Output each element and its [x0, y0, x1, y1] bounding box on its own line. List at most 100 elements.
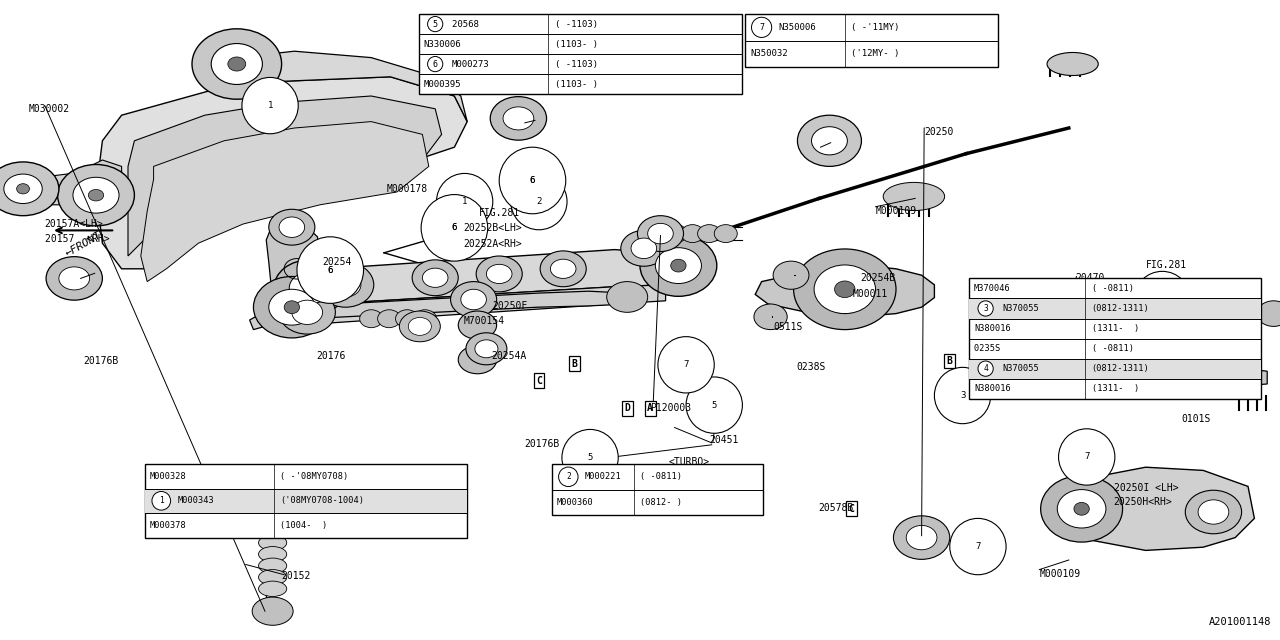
Ellipse shape [640, 235, 717, 296]
Text: 20578B: 20578B [818, 502, 854, 513]
Ellipse shape [252, 597, 293, 625]
Ellipse shape [259, 570, 287, 585]
Text: M000178: M000178 [387, 184, 428, 195]
Text: 20252B<LH>: 20252B<LH> [463, 223, 522, 234]
Text: 20470: 20470 [1075, 273, 1105, 284]
Text: N330006: N330006 [424, 40, 461, 49]
Ellipse shape [1165, 364, 1190, 385]
Text: 1: 1 [268, 101, 273, 110]
Text: 20252A<RH>: 20252A<RH> [463, 239, 522, 249]
Bar [969, 358, 1261, 379]
Ellipse shape [822, 263, 878, 307]
Circle shape [751, 17, 772, 38]
Text: 20254A: 20254A [492, 351, 527, 361]
Polygon shape [237, 51, 467, 122]
Text: 20176: 20176 [316, 351, 346, 361]
Text: N380016: N380016 [974, 324, 1011, 333]
Ellipse shape [279, 291, 335, 334]
Ellipse shape [259, 535, 287, 550]
Text: ( -1103): ( -1103) [554, 60, 598, 68]
Text: 0511S: 0511S [773, 322, 803, 332]
Text: (1103- ): (1103- ) [554, 79, 598, 88]
Ellipse shape [396, 310, 419, 328]
Text: 0235S: 0235S [974, 344, 1011, 353]
Text: 2: 2 [536, 197, 541, 206]
Circle shape [558, 467, 579, 486]
Ellipse shape [1201, 303, 1226, 324]
Ellipse shape [269, 209, 315, 245]
Ellipse shape [59, 267, 90, 290]
Polygon shape [128, 96, 442, 256]
Ellipse shape [1074, 502, 1089, 515]
Text: 20157  <RH>: 20157 <RH> [45, 234, 109, 244]
Text: A: A [648, 403, 653, 413]
Ellipse shape [503, 107, 534, 130]
Circle shape [302, 242, 358, 298]
Ellipse shape [1057, 490, 1106, 528]
Text: M000182: M000182 [992, 384, 1033, 394]
Ellipse shape [192, 29, 282, 99]
Text: 6: 6 [328, 266, 333, 275]
Text: M000221: M000221 [585, 472, 622, 481]
Ellipse shape [1047, 52, 1098, 76]
Ellipse shape [303, 283, 316, 293]
Ellipse shape [621, 230, 667, 266]
Ellipse shape [475, 340, 498, 358]
Text: ( -0811): ( -0811) [640, 472, 682, 481]
Ellipse shape [259, 558, 287, 573]
Ellipse shape [540, 251, 586, 287]
Circle shape [426, 200, 483, 256]
Text: M00011: M00011 [852, 289, 888, 300]
Ellipse shape [550, 259, 576, 278]
Ellipse shape [451, 282, 497, 317]
Bar [145, 464, 467, 538]
Text: (1311-  ): (1311- ) [1092, 384, 1139, 393]
Circle shape [1059, 429, 1115, 485]
Ellipse shape [893, 516, 950, 559]
Ellipse shape [655, 248, 701, 284]
Circle shape [436, 173, 493, 230]
Text: ('08MY0708-1004): ('08MY0708-1004) [280, 496, 364, 506]
Text: FIG.415: FIG.415 [294, 505, 335, 515]
Ellipse shape [458, 311, 497, 339]
Polygon shape [326, 285, 666, 323]
Circle shape [686, 377, 742, 433]
Ellipse shape [1001, 358, 1047, 394]
Ellipse shape [714, 225, 737, 243]
Polygon shape [282, 291, 627, 320]
Text: N350006: N350006 [778, 23, 815, 32]
Text: 20568: 20568 [452, 20, 495, 29]
Ellipse shape [228, 57, 246, 71]
Text: M000378: M000378 [150, 521, 187, 530]
Ellipse shape [671, 259, 686, 272]
Text: ( -0811): ( -0811) [1092, 284, 1139, 293]
Text: ( -'08MY0708): ( -'08MY0708) [280, 472, 348, 481]
Ellipse shape [1185, 490, 1242, 534]
Bar [419, 14, 742, 94]
Ellipse shape [259, 524, 287, 539]
Text: (0812-1311): (0812-1311) [1092, 364, 1149, 373]
Text: M370046: M370046 [974, 284, 1011, 293]
Ellipse shape [883, 182, 945, 211]
Text: ←FRONT: ←FRONT [63, 230, 104, 259]
Circle shape [428, 17, 443, 32]
Ellipse shape [435, 210, 486, 248]
Ellipse shape [794, 249, 896, 330]
Ellipse shape [1011, 365, 1037, 386]
Text: ( -1103): ( -1103) [554, 20, 598, 29]
Ellipse shape [466, 333, 507, 365]
Text: 3: 3 [983, 304, 988, 313]
Text: 5: 5 [433, 20, 438, 29]
Text: C: C [849, 504, 854, 514]
Ellipse shape [0, 162, 59, 216]
Ellipse shape [4, 174, 42, 204]
Polygon shape [326, 250, 685, 304]
Text: 1: 1 [462, 197, 467, 206]
Text: (0812-1311): (0812-1311) [1092, 304, 1149, 313]
Bar [145, 488, 467, 513]
Circle shape [978, 361, 993, 376]
Text: 20254: 20254 [323, 257, 352, 267]
Text: D: D [974, 356, 979, 366]
Ellipse shape [607, 282, 648, 312]
Text: 20250H<RH>: 20250H<RH> [1114, 497, 1172, 508]
